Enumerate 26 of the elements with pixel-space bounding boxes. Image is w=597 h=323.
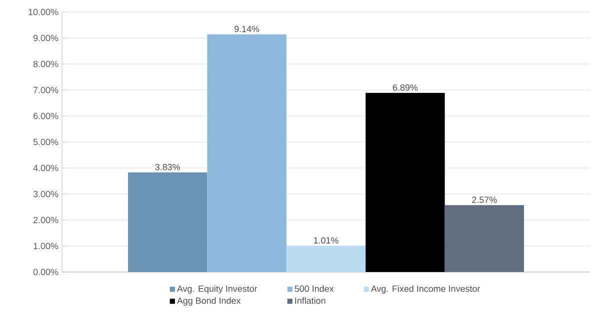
data-label: 3.83% (155, 164, 180, 170)
y-tick-label: 7.00% (34, 86, 58, 94)
data-label: 1.01% (314, 237, 338, 244)
bar (444, 205, 524, 272)
data-label: 2.57% (472, 196, 497, 203)
legend-label: Avg. Equity Investor (176, 285, 258, 294)
legend-label: Agg Bond Index (176, 297, 241, 306)
y-tick-label: 1.00% (34, 242, 58, 250)
y-tick-label: 10.00% (28, 8, 58, 16)
data-label: 9.14% (234, 26, 260, 32)
y-tick-label: 0.00% (33, 268, 58, 276)
y-tick-label: 9.00% (33, 34, 58, 42)
data-label: 6.89% (392, 84, 418, 91)
y-tick-label: 4.00% (33, 164, 58, 172)
legend-label: Avg. Fixed Income Investor (370, 285, 480, 294)
y-tick-label: 2.00% (34, 216, 58, 224)
y-tick-label: 5.00% (33, 138, 58, 146)
bar (207, 34, 286, 272)
y-tick-label: 3.00% (33, 190, 58, 198)
y-tick-label: 6.00% (34, 112, 58, 120)
bar (366, 92, 445, 272)
bar (128, 172, 208, 272)
y-tick-label: 8.00% (33, 60, 58, 68)
legend-label: 500 Index (294, 285, 334, 292)
legend-label: Inflation (295, 297, 326, 304)
bar (286, 246, 366, 272)
